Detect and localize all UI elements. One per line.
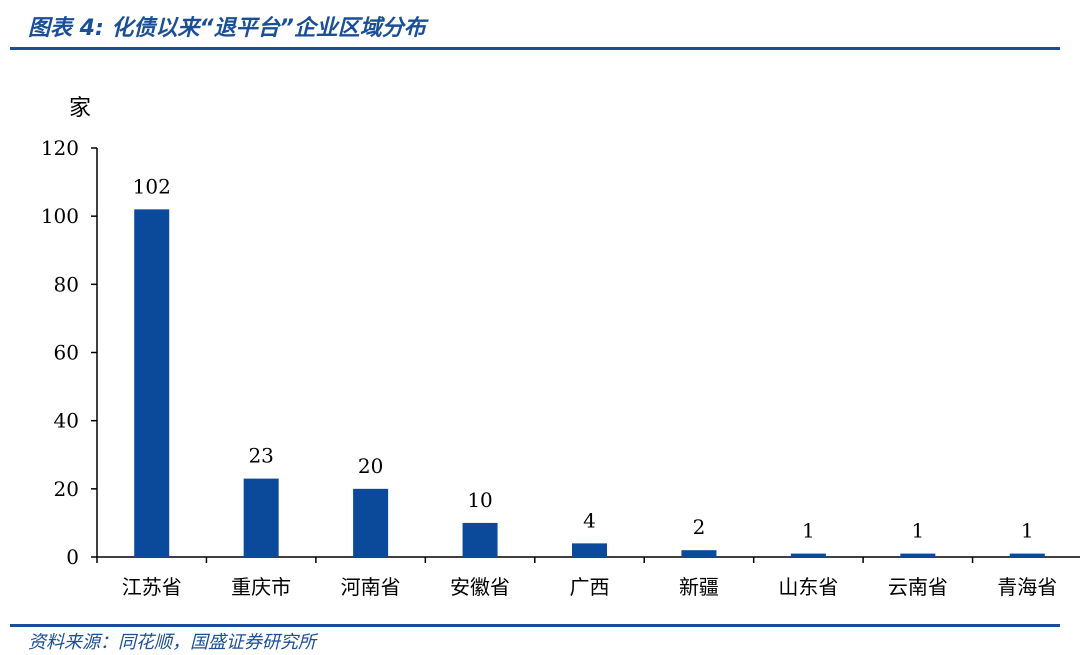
- bar: [353, 488, 389, 557]
- bar: [134, 209, 170, 557]
- bar: [790, 553, 826, 557]
- x-category-label: 新疆: [679, 575, 719, 599]
- data-label: 1: [911, 519, 924, 543]
- y-axis-unit-label: 家: [69, 96, 91, 121]
- figure-title: 图表 4: 化债以来“退平台”企业区域分布: [28, 16, 426, 41]
- y-tick-label: 0: [66, 545, 79, 569]
- title-divider: [10, 47, 1060, 50]
- bar: [572, 543, 607, 557]
- data-label: 102: [133, 174, 171, 198]
- y-tick-label: 20: [54, 477, 79, 501]
- y-tick-label: 120: [41, 136, 79, 160]
- bar: [681, 550, 717, 557]
- x-category-label: 青海省: [997, 575, 1057, 599]
- y-tick-label: 80: [54, 272, 79, 296]
- y-tick-label: 100: [41, 204, 79, 228]
- bar: [462, 522, 498, 557]
- data-label: 20: [358, 454, 383, 478]
- bar: [243, 478, 279, 557]
- x-category-label: 云南省: [888, 575, 948, 599]
- data-label: 1: [1021, 519, 1034, 543]
- data-label: 10: [467, 488, 492, 512]
- bar: [1009, 553, 1045, 557]
- data-label: 4: [583, 508, 596, 532]
- y-tick-label: 40: [54, 409, 79, 433]
- data-label: 1: [802, 519, 815, 543]
- x-category-label: 河南省: [341, 575, 401, 599]
- bar-series: 102 23 20 10 4 2 1 1 1: [133, 174, 1045, 557]
- x-category-label: 山东省: [778, 575, 838, 599]
- data-label: 2: [693, 515, 706, 539]
- footer-divider: [10, 624, 1060, 627]
- x-category-label: 安徽省: [450, 575, 510, 599]
- source-note: 资料来源：同花顺，国盛证券研究所: [28, 632, 316, 653]
- bar: [900, 553, 936, 557]
- x-category-label: 广西: [570, 575, 610, 599]
- x-category-label: 江苏省: [122, 575, 182, 599]
- x-category-label: 重庆市: [231, 575, 291, 599]
- data-label: 23: [248, 444, 273, 468]
- bar-chart: 家 020406080100120江苏省 重庆市 河南省 安徽省 广西 新疆 山东省 云南省青…: [41, 96, 1080, 599]
- y-tick-label: 60: [54, 341, 79, 365]
